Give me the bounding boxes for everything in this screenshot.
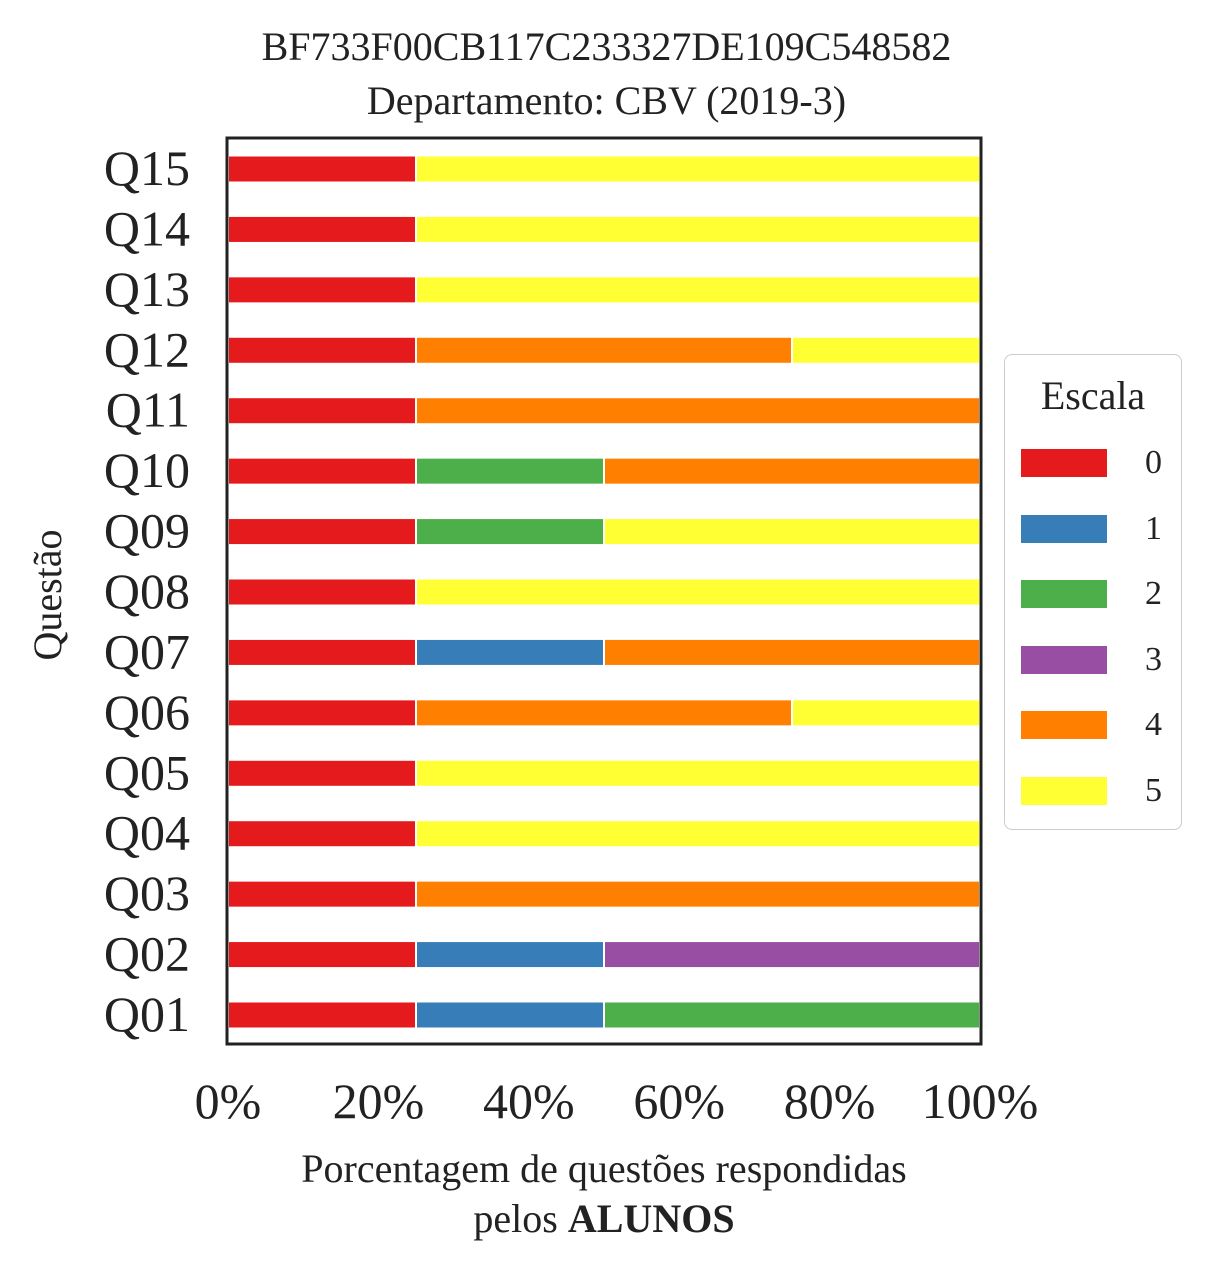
x-tick-label: 20% bbox=[333, 1073, 425, 1129]
bar-q08-scale-5 bbox=[415, 577, 981, 607]
legend-label: 3 bbox=[1145, 640, 1162, 678]
y-tick-label: Q04 bbox=[104, 805, 190, 861]
legend-item-2: 2 bbox=[1021, 575, 1171, 612]
x-axis-label-bold: ALUNOS bbox=[567, 1196, 735, 1241]
bar-q12-scale-4 bbox=[415, 335, 793, 365]
chart-subtitle: Departamento: CBV (2019-3) bbox=[366, 78, 847, 123]
bar-q09-scale-5 bbox=[603, 517, 981, 547]
legend-item-1: 1 bbox=[1021, 510, 1171, 547]
y-tick-label: Q12 bbox=[104, 321, 190, 377]
bar-q01-scale-0 bbox=[227, 1000, 417, 1030]
bar-q01-scale-2 bbox=[603, 1000, 981, 1030]
legend-item-3: 3 bbox=[1021, 641, 1171, 678]
bar-q06-scale-4 bbox=[415, 698, 793, 728]
chart-title: BF733F00CB117C233327DE109C548582 bbox=[261, 24, 952, 69]
y-tick-label: Q11 bbox=[106, 382, 190, 438]
y-tick-label: Q15 bbox=[104, 140, 190, 196]
bar-q11-scale-0 bbox=[227, 396, 417, 426]
x-axis-label-line2: pelos ALUNOS bbox=[228, 1196, 980, 1242]
y-tick-label: Q13 bbox=[104, 261, 190, 317]
bar-q12-scale-0 bbox=[227, 335, 417, 365]
legend: Escala 0 1 2 3 4 5 bbox=[1004, 354, 1182, 830]
legend-label: 2 bbox=[1145, 575, 1162, 612]
y-axis-label: Questão bbox=[25, 529, 70, 661]
x-axis-label: Porcentagem de questões respondidas bbox=[228, 1146, 980, 1192]
x-tick-label: 80% bbox=[784, 1073, 876, 1129]
y-tick-label: Q03 bbox=[104, 865, 190, 921]
bar-q02-scale-3 bbox=[603, 940, 981, 970]
y-tick-label: Q01 bbox=[104, 986, 190, 1042]
y-tick-label: Q06 bbox=[104, 684, 190, 740]
bar-q05-scale-5 bbox=[415, 758, 981, 788]
bar-q03-scale-4 bbox=[415, 879, 981, 909]
bar-q15-scale-0 bbox=[227, 154, 417, 184]
bar-q04-scale-5 bbox=[415, 819, 981, 849]
plot-frame bbox=[225, 136, 983, 1046]
legend-swatch bbox=[1021, 776, 1107, 805]
x-tick-label: 100% bbox=[922, 1073, 1039, 1129]
bar-q05-scale-0 bbox=[227, 758, 417, 788]
bar-q13-scale-5 bbox=[415, 275, 981, 305]
x-tick-label: 0% bbox=[195, 1073, 262, 1129]
x-tick-label: 60% bbox=[633, 1073, 725, 1129]
bar-q10-scale-2 bbox=[415, 456, 605, 486]
bar-q13-scale-0 bbox=[227, 275, 417, 305]
bar-q12-scale-5 bbox=[791, 335, 981, 365]
y-tick-label: Q08 bbox=[104, 563, 190, 619]
legend-swatch bbox=[1021, 645, 1107, 674]
bar-q14-scale-5 bbox=[415, 214, 981, 244]
bar-q07-scale-1 bbox=[415, 637, 605, 667]
bar-q08-scale-0 bbox=[227, 577, 417, 607]
bar-q09-scale-0 bbox=[227, 517, 417, 547]
bar-q06-scale-5 bbox=[791, 698, 981, 728]
bar-q09-scale-2 bbox=[415, 517, 605, 547]
bar-q02-scale-1 bbox=[415, 940, 605, 970]
bar-q01-scale-1 bbox=[415, 1000, 605, 1030]
y-tick-label: Q05 bbox=[104, 744, 190, 800]
bar-q02-scale-0 bbox=[227, 940, 417, 970]
y-tick-label: Q02 bbox=[104, 926, 190, 982]
x-axis-label-prefix: pelos bbox=[473, 1196, 568, 1241]
bar-q11-scale-4 bbox=[415, 396, 981, 426]
legend-swatch bbox=[1021, 711, 1107, 739]
y-tick-label: Q10 bbox=[104, 442, 190, 498]
bar-q04-scale-0 bbox=[227, 819, 417, 849]
bar-q03-scale-0 bbox=[227, 879, 417, 909]
legend-label: 4 bbox=[1145, 706, 1162, 743]
legend-label: 0 bbox=[1145, 444, 1162, 481]
y-tick-label: Q14 bbox=[104, 200, 190, 256]
bar-q06-scale-0 bbox=[227, 698, 417, 728]
bar-q10-scale-0 bbox=[227, 456, 417, 486]
bar-q07-scale-4 bbox=[603, 637, 981, 667]
legend-item-0: 0 bbox=[1021, 444, 1171, 481]
bar-q07-scale-0 bbox=[227, 637, 417, 667]
legend-item-4: 4 bbox=[1021, 706, 1171, 743]
y-tick-label: Q07 bbox=[104, 623, 190, 679]
y-tick-label: Q09 bbox=[104, 503, 190, 559]
bar-q10-scale-4 bbox=[603, 456, 981, 486]
x-axis-label-line1: Porcentagem de questões respondidas bbox=[301, 1146, 907, 1191]
bar-q15-scale-5 bbox=[415, 154, 981, 184]
legend-label: 5 bbox=[1145, 771, 1162, 809]
bar-q14-scale-0 bbox=[227, 214, 417, 244]
legend-item-5: 5 bbox=[1021, 772, 1171, 809]
legend-title: Escala bbox=[1040, 373, 1146, 418]
legend-swatch bbox=[1021, 514, 1107, 543]
x-tick-label: 40% bbox=[483, 1073, 575, 1129]
legend-swatch bbox=[1021, 580, 1107, 608]
legend-label: 1 bbox=[1145, 509, 1162, 547]
legend-swatch bbox=[1021, 449, 1107, 477]
